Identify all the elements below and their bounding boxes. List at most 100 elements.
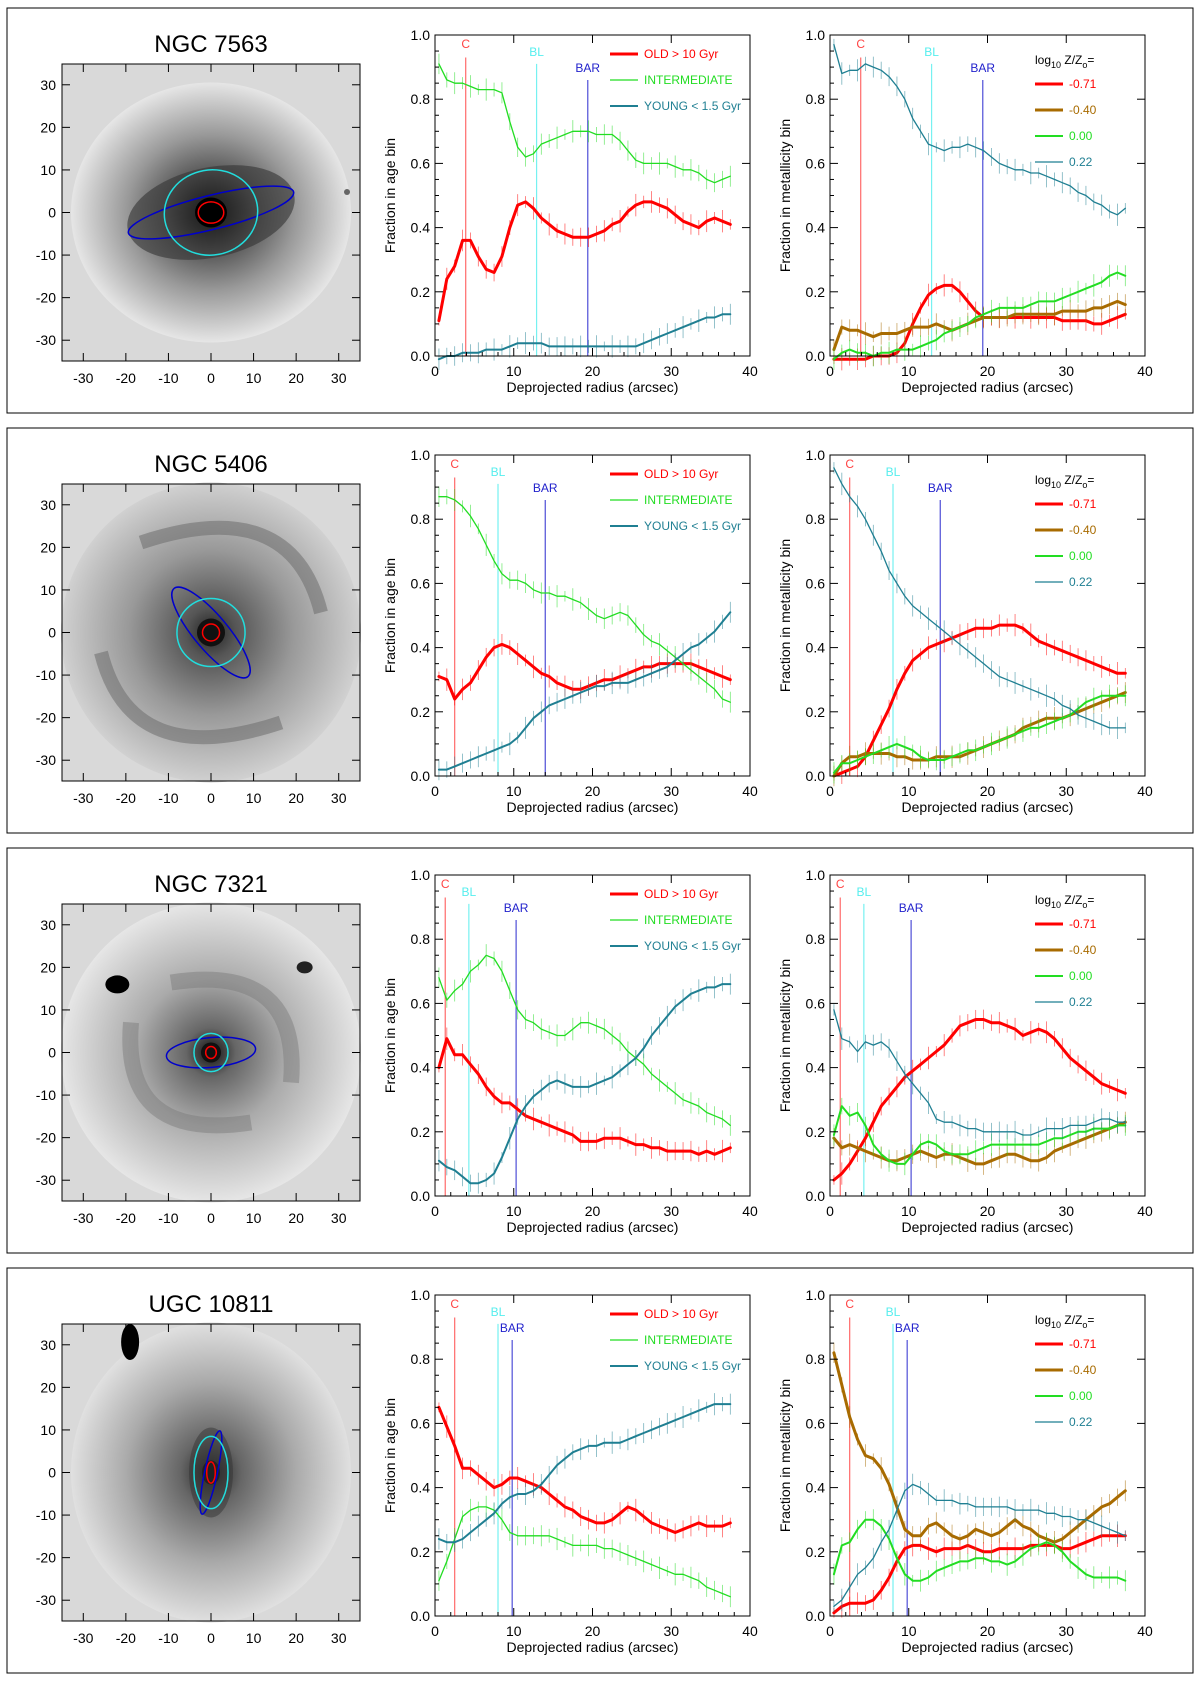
- legend-label: -0.71: [1069, 1337, 1097, 1351]
- x-tick-label: 0: [431, 363, 439, 379]
- legend: OLD > 10 Gyr INTERMEDIATE YOUNG < 1.5 Gyr: [610, 47, 741, 113]
- image-y-tick-label: -30: [36, 332, 56, 348]
- metallicity-plot: C BL BAR 0 10 20 30 40 0.0 0.2 0.4 0.6 0.8 1.0 Deproje…: [777, 1287, 1153, 1655]
- x-axis-title: Deprojected radius (arcsec): [902, 379, 1074, 395]
- x-tick-label: 30: [1058, 1203, 1074, 1219]
- series-line-age-1: [438, 63, 731, 184]
- marker-label-bar: BAR: [895, 1321, 920, 1335]
- isophote-ellipse: [193, 1435, 229, 1510]
- plot-frame: [829, 874, 1146, 1197]
- y-tick-label: 0.6: [806, 1415, 826, 1431]
- plot-frame: [829, 1294, 1146, 1617]
- field-star: [121, 1324, 140, 1360]
- legend-title-part: log: [1035, 473, 1051, 487]
- marker-label-c: C: [845, 457, 854, 471]
- legend-title-part: =: [1087, 1313, 1094, 1327]
- image-x-tick-label: 20: [288, 370, 304, 386]
- isophote-ellipse: [163, 169, 259, 256]
- image-x-tick-label: 20: [288, 1210, 304, 1226]
- x-axis-title: Deprojected radius (arcsec): [507, 1639, 679, 1655]
- image-x-tick-label: 30: [331, 1210, 347, 1226]
- legend-label: INTERMEDIATE: [644, 493, 732, 507]
- legend-title-part: Z/Z: [1061, 53, 1082, 67]
- legend-label: YOUNG < 1.5 Gyr: [644, 939, 741, 953]
- legend-label: INTERMEDIATE: [644, 913, 732, 927]
- metallicity-plot: C BL BAR 0 10 20 30 40 0.0 0.2 0.4 0.6 0.8 1.0 Deproje…: [777, 447, 1153, 815]
- y-tick-label: 0.8: [411, 931, 431, 947]
- x-tick-label: 10: [506, 1623, 522, 1639]
- isophote-ellipse: [176, 597, 246, 668]
- legend: log10 Z/Zo= -0.71 -0.40 0.00 0.22: [1035, 1313, 1097, 1429]
- image-x-tick-label: 0: [207, 370, 215, 386]
- marker-label-bl: BL: [462, 885, 477, 899]
- legend-label: 0.00: [1069, 969, 1093, 983]
- image-y-tick-label: 10: [40, 1422, 56, 1438]
- image-x-tick-label: -20: [116, 790, 136, 806]
- image-y-tick-label: -10: [36, 1507, 56, 1523]
- marker-label-bl: BL: [886, 1305, 901, 1319]
- image-y-tick-label: 0: [48, 205, 56, 221]
- y-tick-label: 0.6: [411, 575, 431, 591]
- legend-label: -0.71: [1069, 77, 1097, 91]
- image-y-tick-label: 0: [48, 625, 56, 641]
- image-y-tick-label: -10: [36, 247, 56, 263]
- y-tick-label: 0.4: [806, 1480, 826, 1496]
- legend: OLD > 10 Gyr INTERMEDIATE YOUNG < 1.5 Gyr: [610, 887, 741, 953]
- spiral-arm: [122, 1021, 253, 1134]
- legend-title-part: o: [1082, 480, 1087, 490]
- galaxy-title: NGC 7321: [154, 871, 267, 898]
- legend-label: YOUNG < 1.5 Gyr: [644, 519, 741, 533]
- legend-label: INTERMEDIATE: [644, 1333, 732, 1347]
- x-tick-label: 10: [901, 363, 917, 379]
- y-tick-label: 1.0: [806, 447, 826, 463]
- field-star: [296, 961, 313, 974]
- y-tick-label: 1.0: [411, 27, 431, 43]
- image-y-tick-label: 10: [40, 582, 56, 598]
- marker-label-c: C: [845, 1297, 854, 1311]
- marker-label-bar: BAR: [500, 1321, 525, 1335]
- x-axis-title: Deprojected radius (arcsec): [507, 379, 679, 395]
- galaxy-title: UGC 10811: [149, 1291, 274, 1318]
- y-tick-label: 0.0: [411, 1188, 431, 1204]
- x-tick-label: 40: [742, 1203, 758, 1219]
- legend-title-part: Z/Z: [1061, 893, 1082, 907]
- y-axis-title: Fraction in age bin: [382, 1398, 398, 1513]
- image-x-tick-label: 0: [207, 1630, 215, 1646]
- series-line-age-2: [437, 313, 732, 361]
- y-tick-label: 0.4: [411, 1480, 431, 1496]
- marker-label-c: C: [856, 37, 865, 51]
- y-tick-label: 0.0: [411, 768, 431, 784]
- x-tick-label: 40: [742, 1623, 758, 1639]
- y-tick-label: 0.4: [411, 220, 431, 236]
- image-y-tick-label: 0: [48, 1465, 56, 1481]
- x-tick-label: 0: [431, 1203, 439, 1219]
- legend: OLD > 10 Gyr INTERMEDIATE YOUNG < 1.5 Gyr: [610, 467, 741, 533]
- series-line-age-2: [437, 611, 732, 771]
- spiral-arm: [138, 520, 328, 615]
- isophote-ellipse: [199, 1430, 223, 1515]
- marker-label-c: C: [441, 877, 450, 891]
- series-line-metallicity-2: [832, 1518, 1127, 1582]
- y-tick-label: 0.8: [806, 931, 826, 947]
- legend-title: log10 Z/Zo=: [1035, 473, 1094, 490]
- y-tick-label: 0.2: [806, 1124, 826, 1140]
- image-x-tick-label: 10: [246, 370, 262, 386]
- x-tick-label: 20: [980, 1203, 996, 1219]
- y-tick-label: 0.0: [411, 1608, 431, 1624]
- y-tick-label: 0.2: [806, 284, 826, 300]
- series-line-metallicity-0: [832, 1018, 1127, 1182]
- legend-title-part: log: [1035, 53, 1051, 67]
- galaxy-image: [61, 482, 361, 783]
- marker-label-bl: BL: [529, 45, 544, 59]
- legend-title-part: 10: [1051, 480, 1061, 490]
- legend-label: OLD > 10 Gyr: [644, 467, 718, 481]
- y-tick-label: 0.0: [411, 348, 431, 364]
- image-y-tick-label: -20: [36, 1550, 56, 1566]
- y-tick-label: 0.8: [806, 511, 826, 527]
- y-tick-label: 0.8: [411, 511, 431, 527]
- x-tick-label: 40: [1137, 1623, 1153, 1639]
- y-tick-label: 0.6: [411, 1415, 431, 1431]
- x-tick-label: 40: [742, 363, 758, 379]
- image-y-tick-label: 30: [40, 77, 56, 93]
- image-y-tick-label: -10: [36, 667, 56, 683]
